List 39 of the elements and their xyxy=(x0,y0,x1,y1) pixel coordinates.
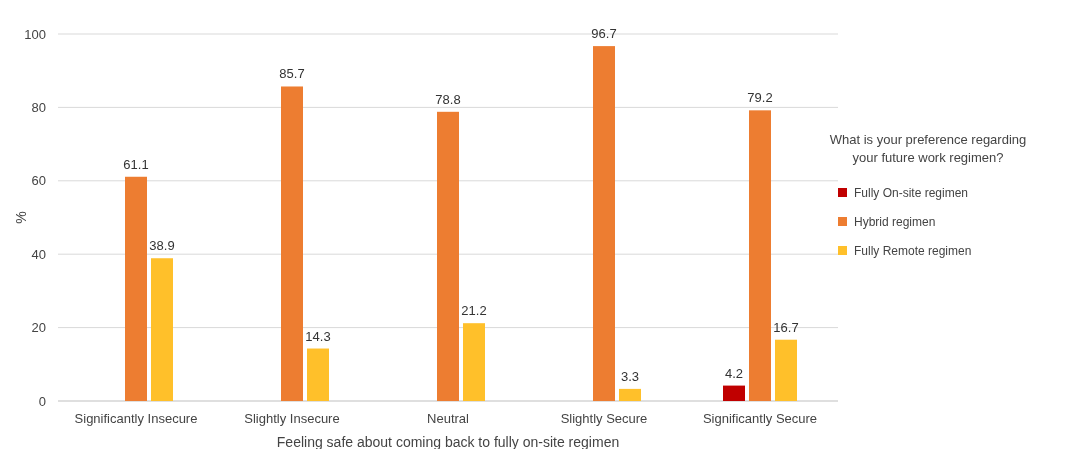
x-tick-label: Slightly Insecure xyxy=(244,411,340,426)
data-label: 38.9 xyxy=(149,238,175,254)
y-tick-label: 40 xyxy=(31,246,46,262)
x-tick-label: Neutral xyxy=(427,411,470,426)
bar xyxy=(749,110,771,401)
data-label: 4.2 xyxy=(724,365,744,381)
data-label: 61.1 xyxy=(123,156,149,172)
bar xyxy=(125,176,147,401)
legend-label: Hybrid regimen xyxy=(854,215,936,230)
y-tick-label: 100 xyxy=(24,26,46,42)
data-label: 78.8 xyxy=(435,91,461,107)
data-label: 79.2 xyxy=(747,90,773,106)
data-label: 14.3 xyxy=(305,328,331,344)
data-label: 96.7 xyxy=(591,26,617,42)
y-tick-label: 80 xyxy=(31,99,46,115)
bar xyxy=(281,86,303,401)
bar xyxy=(463,323,485,401)
y-axis-title: % xyxy=(13,211,29,224)
bar xyxy=(307,348,329,401)
data-label: 3.3 xyxy=(620,368,640,384)
y-tick-label: 60 xyxy=(31,173,46,189)
x-tick-label: Significantly Insecure xyxy=(74,411,198,426)
bar xyxy=(619,388,641,401)
bar xyxy=(151,258,173,401)
bar xyxy=(775,339,797,401)
y-tick-label: 0 xyxy=(38,393,46,409)
y-tick-label: 20 xyxy=(31,320,46,336)
legend-label: Fully Remote regimen xyxy=(854,244,972,259)
bar xyxy=(723,385,745,401)
bar xyxy=(593,46,615,401)
data-label: 16.7 xyxy=(773,319,799,335)
legend-label: Fully On-site regimen xyxy=(854,186,969,201)
legend-title: What is your preference regarding your future work regimen? xyxy=(829,132,1027,165)
data-label: 85.7 xyxy=(279,66,305,82)
x-axis-title: Feeling safe about coming back to fully on-site regimen xyxy=(276,434,620,449)
x-tick-label: Slightly Secure xyxy=(560,411,648,426)
bar xyxy=(437,111,459,401)
x-tick-label: Significantly Secure xyxy=(702,411,818,426)
data-label: 21.2 xyxy=(461,303,487,319)
